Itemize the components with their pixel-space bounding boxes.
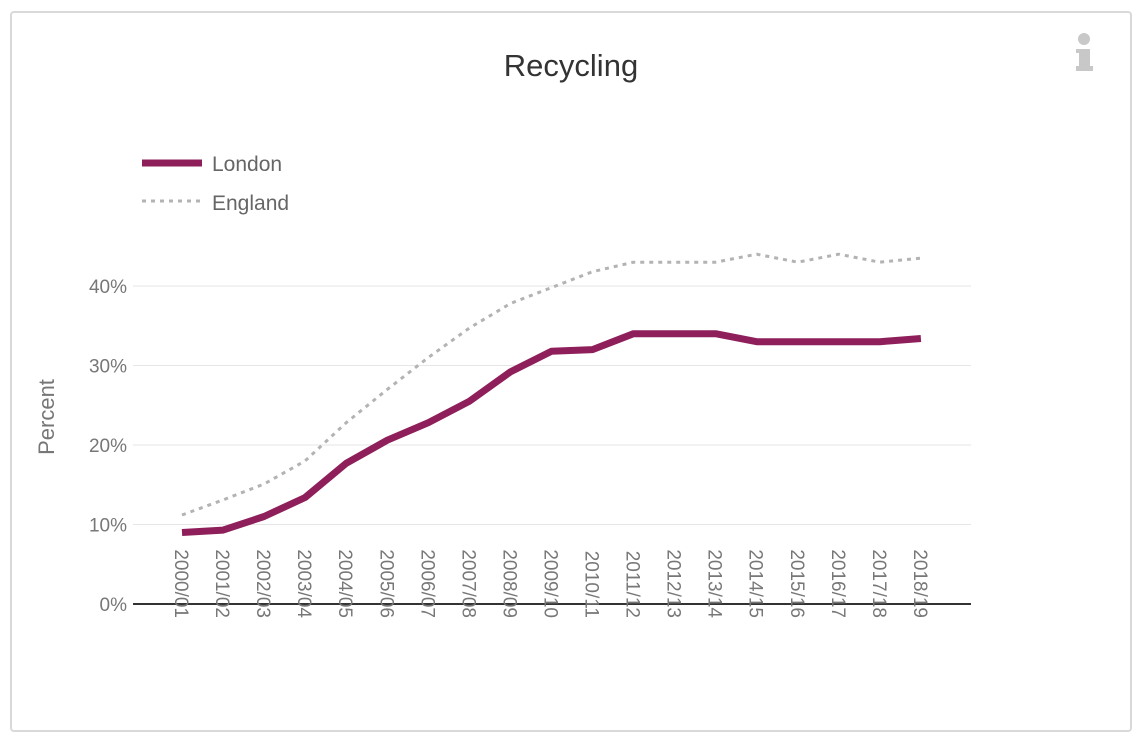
x-tick-label: 2013/14: [704, 549, 725, 618]
legend-item-england[interactable]: England: [142, 192, 289, 215]
x-tick-label: 2011/12: [622, 551, 643, 618]
chart-card: [10, 11, 1132, 732]
y-tick-label: 20%: [89, 436, 127, 457]
y-tick-label: 0%: [100, 595, 128, 616]
info-icon[interactable]: [1076, 33, 1093, 71]
x-tick-label: 2009/10: [539, 549, 560, 618]
x-tick-label: 2002/03: [252, 549, 273, 618]
legend-label-england: England: [212, 192, 289, 215]
series-lines: [181, 252, 922, 536]
legend: London England: [142, 153, 289, 215]
x-tick-label: 2001/02: [211, 549, 232, 618]
y-tick-label: 10%: [89, 516, 127, 537]
x-tick-label: 2014/15: [745, 549, 766, 618]
x-tick-label: 2012/13: [663, 549, 684, 618]
legend-label-london: London: [212, 153, 282, 176]
legend-item-london[interactable]: London: [142, 153, 282, 176]
x-tick-label: 2018/19: [909, 549, 930, 618]
x-tick-label: 2006/07: [416, 549, 437, 618]
x-tick-label: 2016/17: [827, 549, 848, 618]
series-line-london[interactable]: [181, 330, 922, 536]
chart-title: Recycling: [504, 48, 638, 83]
x-tick-label: 2007/08: [457, 549, 478, 618]
x-tick-label: 2003/04: [293, 549, 314, 618]
y-axis-ticks: 0% 10% 20% 30% 40%: [89, 277, 127, 616]
gridlines: [133, 285, 971, 605]
x-tick-label: 2004/05: [334, 549, 355, 618]
x-tick-label: 2000/01: [170, 549, 191, 618]
x-tick-label: 2005/06: [375, 549, 396, 618]
x-axis-ticks: 2000/01 2001/02 2002/03 2003/04 2004/05 2005/…: [170, 549, 930, 618]
x-tick-label: 2010/11: [581, 551, 602, 618]
series-line-england[interactable]: [181, 252, 922, 517]
y-tick-label: 40%: [89, 277, 127, 298]
x-tick-label: 2017/18: [868, 549, 889, 618]
x-tick-label: 2015/16: [786, 549, 807, 618]
y-axis-label: Percent: [34, 379, 59, 455]
x-tick-label: 2008/09: [498, 549, 519, 618]
y-tick-label: 30%: [89, 357, 127, 378]
